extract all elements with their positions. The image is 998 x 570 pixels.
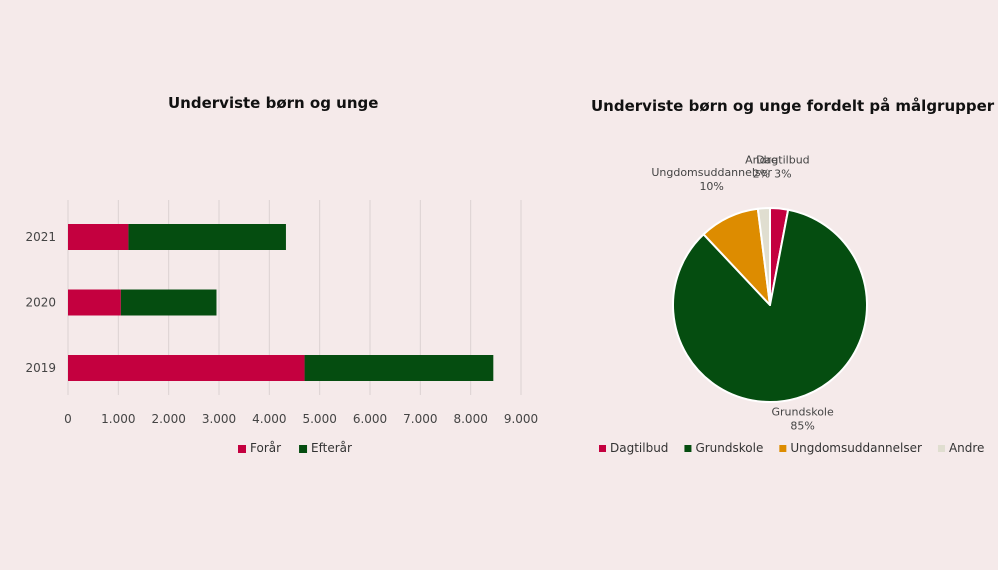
legend-swatch (299, 445, 308, 453)
bar-chart-title: Underviste børn og unge (168, 94, 379, 112)
legend-swatch (937, 445, 945, 452)
y-tick-label: 2021 (25, 230, 56, 244)
legend-label: Andre (949, 441, 984, 455)
slice-value-label: 3% (774, 168, 791, 181)
y-tick-label: 2020 (25, 296, 56, 310)
slice-value-label: 10% (699, 180, 723, 193)
bar-segment (68, 289, 121, 316)
legend-swatch (779, 445, 787, 452)
x-tick-label: 5.000 (302, 412, 336, 426)
x-tick-label: 3.000 (202, 412, 236, 426)
legend-label: Ungdomsuddannelser (790, 441, 922, 455)
bar-segment (120, 289, 217, 316)
bar-segment (68, 224, 129, 250)
pie-chart-title: Underviste børn og unge fordelt på målgr… (591, 97, 995, 115)
x-tick-label: 7.000 (403, 412, 437, 426)
x-tick-label: 8.000 (453, 412, 487, 426)
x-tick-label: 0 (64, 412, 72, 426)
slice-name-label: Dagtilbud (756, 154, 810, 167)
legend-label: Forår (250, 441, 281, 455)
bar-segment (304, 355, 494, 381)
slice-name-label: Andre (745, 153, 778, 166)
slice-value-label: 85% (790, 419, 814, 432)
slice-name-label: Grundskole (772, 405, 834, 418)
legend-label: Efterår (311, 441, 352, 455)
legend-label: Grundskole (695, 441, 763, 455)
x-tick-label: 1.000 (101, 412, 135, 426)
x-tick-label: 9.000 (504, 412, 538, 426)
pie-slice (756, 207, 771, 306)
bar-segment (68, 355, 305, 381)
legend-swatch (238, 445, 246, 453)
x-tick-label: 6.000 (353, 412, 387, 426)
y-tick-label: 2019 (25, 361, 56, 375)
bar-segment (128, 224, 286, 250)
slice-name-label: Ungdomsuddannelser (651, 166, 772, 179)
legend-label: Dagtilbud (610, 441, 668, 455)
x-tick-label: 4.000 (252, 412, 286, 426)
legend-swatch (599, 445, 606, 452)
legend-swatch (684, 445, 692, 452)
slice-value-label: 2% (753, 167, 770, 180)
x-tick-label: 2.000 (151, 412, 185, 426)
